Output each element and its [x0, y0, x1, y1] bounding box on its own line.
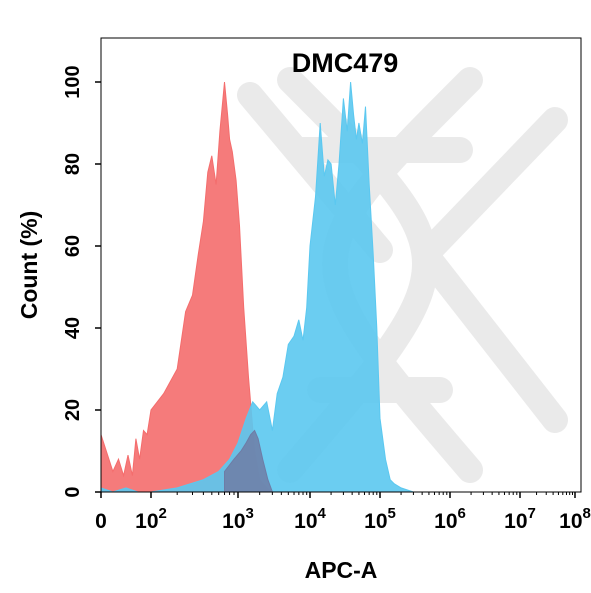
- series-layer: [100, 81, 414, 493]
- y-tick-label: 80: [62, 153, 84, 175]
- x-tick-label: 105: [364, 505, 396, 533]
- y-tick-label: 40: [62, 317, 84, 339]
- x-tick-label: 0: [95, 510, 107, 533]
- histogram-series-1: [100, 81, 274, 493]
- y-tick-label: 100: [62, 65, 84, 98]
- y-axis-title: Count (%): [16, 211, 42, 320]
- x-tick-label: 104: [294, 505, 326, 533]
- x-tick-label: 102: [135, 505, 167, 533]
- ticks-layer: 0 20 40 60 80 100 0 102 103 104 105 106 107 108: [62, 65, 591, 533]
- x-tick-label: 106: [434, 505, 466, 533]
- x-tick-label: 107: [504, 505, 536, 533]
- y-tick-label: 20: [62, 399, 84, 421]
- x-tick-label: 108: [559, 505, 591, 533]
- x-axis-title: APC-A: [305, 557, 378, 583]
- x-tick-label: 103: [222, 505, 254, 533]
- y-tick-label: 60: [62, 235, 84, 257]
- histogram-series-3: [224, 429, 274, 493]
- y-tick-label: 0: [62, 486, 84, 497]
- plot-area-border: [100, 37, 582, 493]
- chart-title: DMC479: [292, 48, 399, 78]
- histogram-series-2: [100, 81, 414, 493]
